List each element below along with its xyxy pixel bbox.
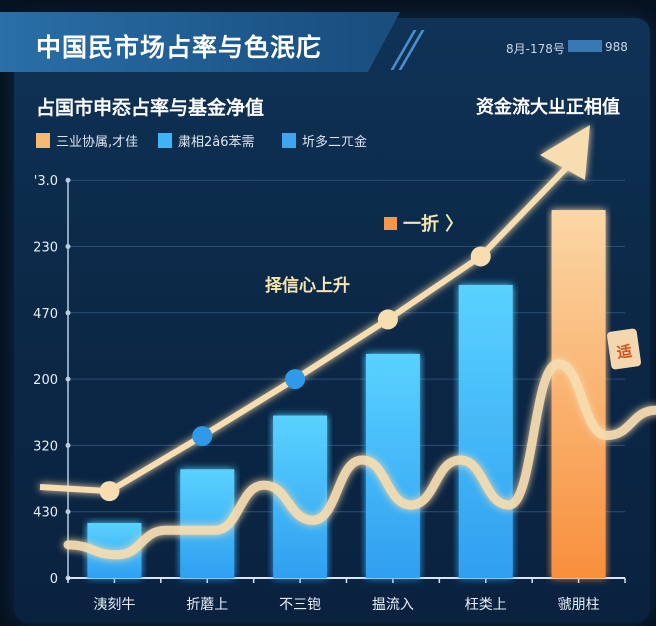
y-tick-label: '3.0 (34, 174, 58, 189)
x-tick-label: 折蘑上 (186, 597, 228, 613)
y-tick-label: 0 (50, 572, 58, 587)
chart-subtitle: 占国市申㤁占率与基金净值 (36, 97, 265, 119)
marker-label: 一折 〉 (403, 214, 464, 235)
x-tick-label: 揾流入 (372, 597, 414, 613)
bar (458, 284, 513, 578)
date-suffix: 988 (605, 40, 628, 54)
date-text: 8月-178号 (506, 42, 565, 56)
y-tick-label: 200 (33, 373, 58, 388)
y-tick-label: 470 (33, 307, 58, 322)
wave-line (63, 359, 656, 560)
line-point (99, 481, 120, 502)
line-point (377, 309, 398, 330)
x-tick-label: 虢朋柱 (558, 597, 600, 613)
legend-label: 三业协属,才佳 (56, 135, 139, 150)
legend-swatch (36, 133, 50, 148)
line-point (285, 369, 306, 390)
chart-panel (14, 18, 650, 622)
legend-item: 三业协属,才佳 (36, 131, 138, 150)
date-redaction (568, 40, 602, 52)
line-point (470, 246, 491, 267)
tag-badge: 适 (606, 328, 642, 370)
legend-swatch (158, 133, 172, 148)
marker-swatch (384, 217, 397, 230)
legend-label: 圻多二ㄫ金 (302, 135, 368, 150)
trend-arrow-head (540, 125, 590, 180)
title-banner (0, 12, 400, 72)
right-title: 资金流大ㄓ正相值 (476, 97, 620, 118)
legend-item: 圻多二ㄫ金 (282, 131, 367, 150)
legend-item: 粛相2â6苯需 (158, 131, 255, 150)
page-title: 中国民市场占率与色泯庀 (36, 33, 323, 62)
legend-swatch (282, 133, 296, 148)
x-tick-label: 不三铇 (279, 597, 321, 613)
x-tick-label: 洟刻牛 (93, 597, 135, 613)
x-tick-label: 枉类上 (465, 597, 507, 613)
legend-label: 粛相2â6苯需 (178, 135, 255, 150)
line-point (192, 426, 213, 447)
y-tick-label: 430 (33, 506, 58, 521)
trend-annotation: 择信心上升 (265, 276, 350, 296)
series-marker-annotation: 一折 〉 (384, 210, 463, 236)
y-tick-label: 320 (33, 439, 58, 454)
y-tick-label: 230 (33, 241, 58, 256)
